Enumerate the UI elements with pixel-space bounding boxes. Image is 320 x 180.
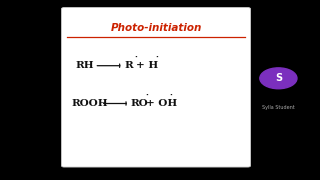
Text: Photo-initiation: Photo-initiation xyxy=(110,23,202,33)
Text: ·: · xyxy=(169,92,172,101)
Text: R: R xyxy=(124,61,133,70)
FancyBboxPatch shape xyxy=(61,8,251,167)
Text: S: S xyxy=(275,73,282,83)
Text: ·: · xyxy=(155,54,158,63)
Text: ·: · xyxy=(145,92,148,101)
Text: ·: · xyxy=(135,54,138,63)
Circle shape xyxy=(260,68,297,89)
Text: ROOH: ROOH xyxy=(71,99,108,108)
Text: RO: RO xyxy=(131,99,148,108)
Text: Sylla Student: Sylla Student xyxy=(262,105,295,111)
Text: RH: RH xyxy=(75,61,94,70)
Text: + H: + H xyxy=(136,61,158,70)
Text: + OH: + OH xyxy=(146,99,177,108)
